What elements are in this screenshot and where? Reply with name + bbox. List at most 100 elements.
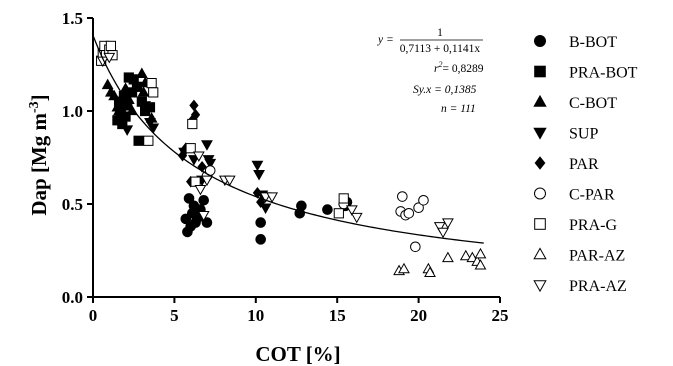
eq-syx: Sy.x = 0,1385 xyxy=(413,84,477,96)
point-pra-az xyxy=(194,184,207,196)
point-c-par xyxy=(418,194,429,206)
point-pra-bot xyxy=(133,135,144,146)
point-b-bot xyxy=(255,234,266,245)
point-sup xyxy=(116,106,129,118)
point-c-par xyxy=(413,202,424,214)
point-pra-az xyxy=(223,175,236,187)
point-par-az xyxy=(474,259,487,270)
point-sup xyxy=(201,140,213,151)
point-par-az xyxy=(441,251,454,263)
point-par-az xyxy=(398,262,410,274)
point-pra-az xyxy=(345,205,358,216)
point-c-par xyxy=(397,191,408,202)
legend-label-c-bot: C-BOT xyxy=(569,95,617,112)
point-sup xyxy=(253,170,265,181)
point-pra-az xyxy=(441,218,454,229)
point-pra-az xyxy=(437,227,449,239)
point-b-bot xyxy=(322,204,333,215)
eq-y-label: y = xyxy=(377,34,394,46)
x-tick-label: 20 xyxy=(410,306,427,325)
point-pra-az xyxy=(192,151,205,162)
legend-marker-pra-g xyxy=(534,218,546,230)
legend-label-b-bot: B-BOT xyxy=(569,34,617,51)
point-sup xyxy=(204,158,217,170)
point-par xyxy=(189,99,199,112)
eq-denominator: 0,7113 + 0,1141x xyxy=(400,43,481,55)
legend-marker-par xyxy=(534,156,546,170)
point-sup xyxy=(188,155,200,166)
point-par xyxy=(197,160,207,173)
point-sup xyxy=(144,117,156,129)
legend-label-sup: SUP xyxy=(569,126,598,143)
eq-numerator: 1 xyxy=(437,27,443,39)
eq-n: n = 111 xyxy=(441,103,476,115)
legend-label-par-az: PAR-AZ xyxy=(569,248,625,265)
point-pra-az xyxy=(197,210,210,222)
legend-label-par: PAR xyxy=(569,156,599,173)
x-tick-label: 5 xyxy=(170,306,179,325)
legend-label-pra-az: PRA-AZ xyxy=(569,278,627,295)
point-pra-g xyxy=(143,135,154,146)
y-tick-label: 0.0 xyxy=(62,288,83,307)
point-c-par xyxy=(410,241,421,253)
axes: 0 5 10 15 20 25 0.0 0.5 1.0 1.5 xyxy=(62,9,509,325)
legend-marker-c-bot xyxy=(533,94,547,107)
point-pra-g xyxy=(333,208,344,219)
point-c-bot xyxy=(137,86,150,97)
point-pra-g xyxy=(187,118,198,130)
point-b-bot xyxy=(198,194,210,206)
data-points xyxy=(96,40,487,277)
point-par-az xyxy=(459,249,472,261)
point-pra-bot xyxy=(120,111,131,122)
x-tick-label: 15 xyxy=(329,306,346,325)
point-c-bot xyxy=(135,67,148,78)
point-c-bot xyxy=(108,89,121,101)
x-axis-title: COT [%] xyxy=(255,342,340,366)
fit-equation: y = 1 0,7113 + 0,1141x r2= 0,8289 Sy.x =… xyxy=(377,27,484,115)
fit-curve xyxy=(92,35,484,244)
x-tick-label: 10 xyxy=(247,306,264,325)
legend: B-BOT PRA-BOT C-BOT SUP PAR C-PAR PRA-G PAR-AZ P… xyxy=(533,34,638,295)
point-par-az xyxy=(466,251,479,263)
y-axis-title: Dap [Mg m-3] xyxy=(27,94,51,215)
point-pra-g xyxy=(190,176,201,187)
point-pra-g xyxy=(146,78,157,89)
point-b-bot xyxy=(183,193,195,204)
point-pra-az xyxy=(266,192,278,203)
point-pra-g xyxy=(338,193,349,204)
point-pra-az xyxy=(433,222,446,233)
point-pra-g xyxy=(148,87,159,98)
fit-curve-layer xyxy=(92,35,484,244)
y-tick-label: 0.5 xyxy=(62,195,83,214)
legend-label-pra-bot: PRA-BOT xyxy=(569,65,638,82)
point-b-bot xyxy=(201,217,213,228)
point-par-az xyxy=(424,266,436,277)
legend-marker-par-az xyxy=(533,247,547,260)
point-pra-g xyxy=(185,143,196,154)
point-sup xyxy=(139,101,152,112)
x-tick-label: 0 xyxy=(89,306,98,325)
legend-marker-pra-bot xyxy=(534,65,546,78)
eq-r2-label: r2= 0,8289 xyxy=(434,60,484,75)
legend-marker-sup xyxy=(533,127,547,140)
point-sup xyxy=(251,160,264,172)
point-c-par xyxy=(403,208,415,219)
point-pra-g xyxy=(105,40,117,51)
point-sup xyxy=(121,125,134,136)
x-tick-label: 25 xyxy=(492,306,509,325)
point-c-bot xyxy=(119,82,132,93)
point-c-bot xyxy=(101,78,114,90)
legend-marker-b-bot xyxy=(534,35,546,47)
point-b-bot xyxy=(255,217,266,228)
legend-label-c-par: C-PAR xyxy=(569,187,615,204)
point-par xyxy=(256,196,266,208)
point-sup xyxy=(259,203,272,215)
point-par xyxy=(177,149,188,162)
point-pra-az xyxy=(201,175,213,187)
legend-label-pra-g: PRA-G xyxy=(569,217,617,234)
point-pra-az xyxy=(350,212,363,224)
y-tick-label: 1.0 xyxy=(62,102,83,121)
point-par-az xyxy=(474,247,487,259)
point-pra-az xyxy=(103,52,116,64)
